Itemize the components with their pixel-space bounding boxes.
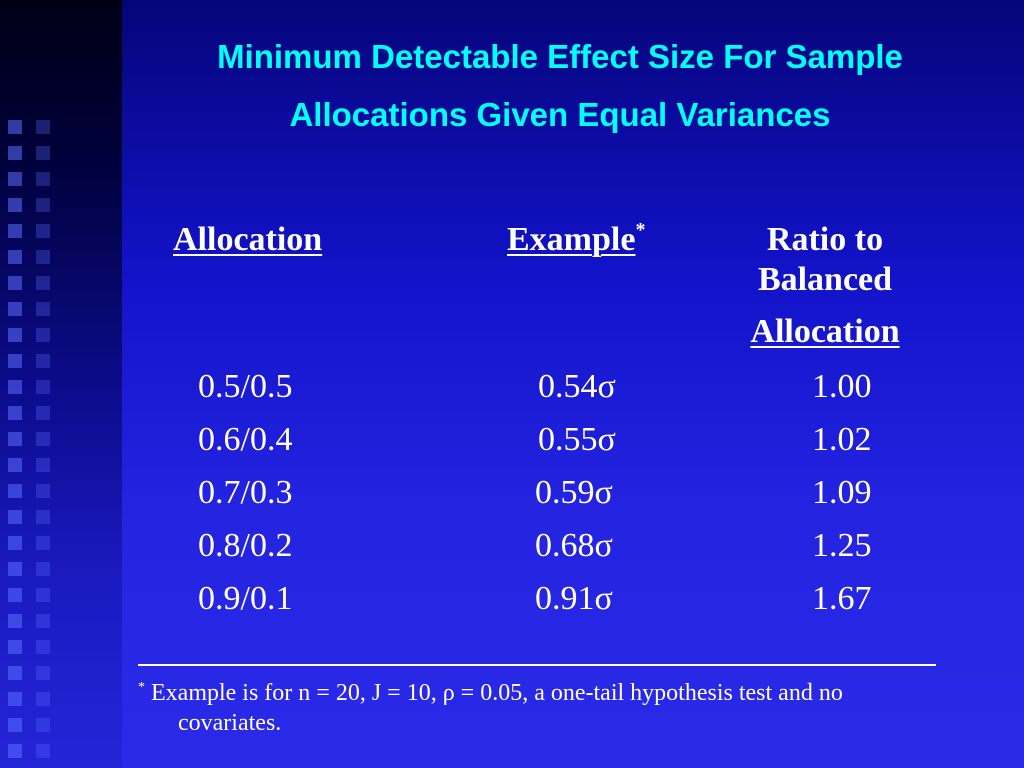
decorative-square xyxy=(8,380,22,394)
cell-allocation: 0.7/0.3 xyxy=(198,474,293,511)
decorative-square xyxy=(36,146,50,160)
decorative-square xyxy=(36,172,50,186)
decorative-side-strip xyxy=(0,0,122,768)
decorative-square xyxy=(36,328,50,342)
cell-allocation: 0.6/0.4 xyxy=(198,421,293,458)
decorative-square xyxy=(8,588,22,602)
decorative-squares-column xyxy=(36,0,52,768)
decorative-square xyxy=(8,432,22,446)
decorative-square xyxy=(8,146,22,160)
decorative-square xyxy=(8,224,22,238)
decorative-square xyxy=(8,692,22,706)
decorative-square xyxy=(8,198,22,212)
decorative-square xyxy=(36,692,50,706)
header-example-marker: * xyxy=(635,219,646,241)
header-example-label: Example xyxy=(507,221,636,258)
decorative-square xyxy=(36,666,50,680)
decorative-square xyxy=(36,744,50,758)
decorative-square xyxy=(8,614,22,628)
decorative-square xyxy=(36,354,50,368)
footnote: * Example is for n = 20, J = 10, ρ = 0.0… xyxy=(138,678,998,738)
cell-example: 0.55σ xyxy=(538,421,616,458)
decorative-square xyxy=(8,172,22,186)
decorative-square xyxy=(36,120,50,134)
decorative-square xyxy=(36,640,50,654)
decorative-square xyxy=(8,666,22,680)
decorative-square xyxy=(36,406,50,420)
footnote-line1: Example is for n = 20, J = 10, ρ = 0.05,… xyxy=(145,680,843,706)
slide-title-line1: Minimum Detectable Effect Size For Sampl… xyxy=(217,38,903,75)
decorative-square xyxy=(8,328,22,342)
cell-ratio: 1.09 xyxy=(812,474,872,511)
cell-example: 0.91σ xyxy=(535,580,613,617)
decorative-square xyxy=(36,458,50,472)
decorative-square xyxy=(36,276,50,290)
cell-ratio: 1.02 xyxy=(812,421,872,458)
decorative-square xyxy=(36,588,50,602)
decorative-square xyxy=(36,562,50,576)
header-ratio-line1: Ratio to xyxy=(766,221,884,258)
decorative-square xyxy=(8,458,22,472)
decorative-square xyxy=(36,614,50,628)
decorative-square xyxy=(36,224,50,238)
cell-example: 0.59σ xyxy=(535,474,613,511)
cell-allocation: 0.8/0.2 xyxy=(198,527,293,564)
cell-allocation: 0.5/0.5 xyxy=(198,368,293,405)
decorative-square xyxy=(8,536,22,550)
cell-ratio: 1.67 xyxy=(812,580,872,617)
decorative-square xyxy=(8,640,22,654)
header-ratio-line3: Allocation xyxy=(750,313,900,350)
decorative-square xyxy=(36,536,50,550)
cell-allocation: 0.9/0.1 xyxy=(198,580,293,617)
decorative-square xyxy=(36,718,50,732)
decorative-squares-column xyxy=(8,0,24,768)
decorative-square xyxy=(8,406,22,420)
header-allocation: Allocation xyxy=(173,221,323,258)
header-ratio-line2: Balanced xyxy=(757,261,893,298)
decorative-square xyxy=(8,718,22,732)
decorative-square xyxy=(36,510,50,524)
decorative-square xyxy=(8,510,22,524)
cell-example: 0.68σ xyxy=(535,527,613,564)
cell-ratio: 1.25 xyxy=(812,527,872,564)
cell-ratio: 1.00 xyxy=(812,368,872,405)
cell-example: 0.54σ xyxy=(538,368,616,405)
decorative-square xyxy=(8,484,22,498)
decorative-square xyxy=(8,744,22,758)
slide-title: Minimum Detectable Effect Size For Sampl… xyxy=(130,28,990,144)
decorative-square xyxy=(36,302,50,316)
header-example: Example* xyxy=(507,220,645,260)
footnote-divider xyxy=(138,664,936,666)
decorative-square xyxy=(36,198,50,212)
header-ratio: Ratio to Balanced Allocation xyxy=(700,220,950,352)
decorative-square xyxy=(36,484,50,498)
decorative-square xyxy=(8,250,22,264)
decorative-square xyxy=(36,432,50,446)
decorative-square xyxy=(8,562,22,576)
decorative-square xyxy=(36,250,50,264)
decorative-square xyxy=(8,354,22,368)
decorative-square xyxy=(8,302,22,316)
footnote-marker: * xyxy=(138,680,145,695)
decorative-square xyxy=(36,380,50,394)
decorative-square xyxy=(8,276,22,290)
footnote-line2: covariates. xyxy=(178,710,282,736)
decorative-square xyxy=(8,120,22,134)
slide-title-line2: Allocations Given Equal Variances xyxy=(289,96,831,133)
